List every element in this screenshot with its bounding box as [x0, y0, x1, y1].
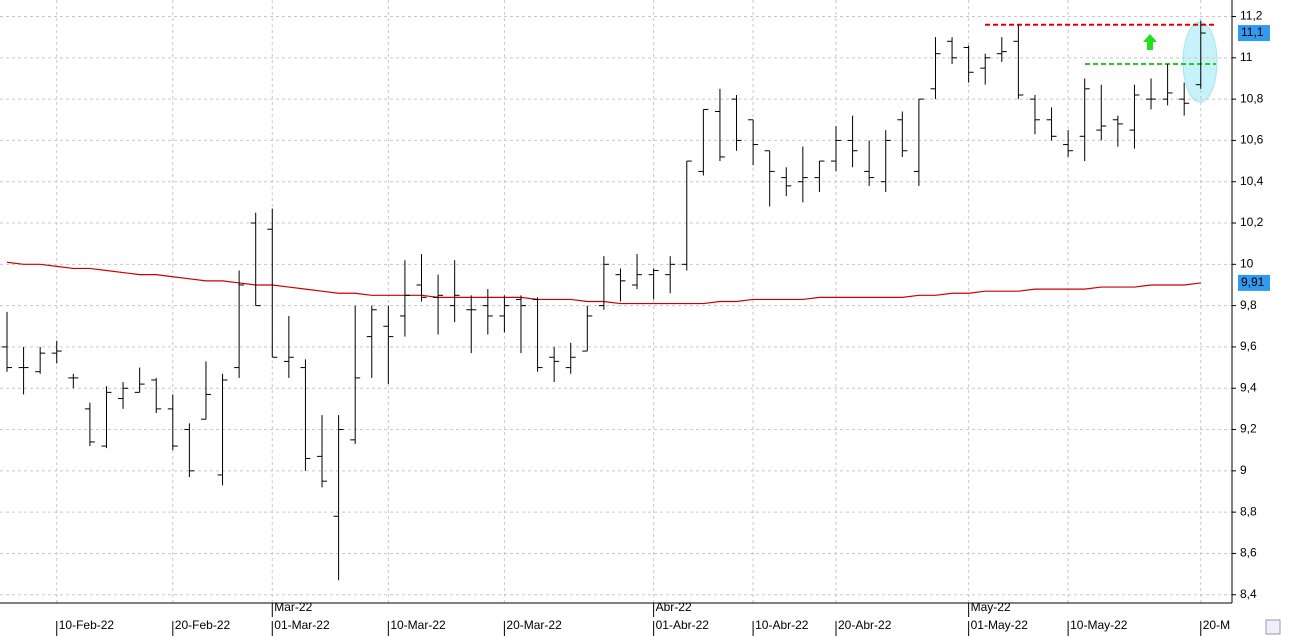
price-tag-label: 11,1 [1241, 25, 1264, 39]
x-tick-label: 10-Abr-22 [755, 618, 809, 632]
x-tick-label: 10-May-22 [1070, 618, 1128, 632]
month-label: May-22 [971, 600, 1011, 614]
y-tick-label: 8,8 [1240, 504, 1257, 518]
x-tick-label: 10-Mar-22 [390, 618, 446, 632]
y-tick-label: 8,6 [1240, 546, 1257, 560]
y-tick-label: 9,4 [1240, 380, 1257, 394]
x-tick-label: 01-May-22 [971, 618, 1029, 632]
x-tick-label: 20-M [1203, 618, 1230, 632]
y-tick-label: 9,6 [1240, 339, 1257, 353]
x-tick-label: 20-Mar-22 [506, 618, 562, 632]
month-label: Mar-22 [274, 600, 312, 614]
x-tick-label: 01-Abr-22 [656, 618, 710, 632]
y-tick-label: 10,8 [1240, 91, 1264, 105]
y-tick-label: 10,6 [1240, 133, 1264, 147]
month-label: Abr-22 [656, 600, 692, 614]
highlight-ellipse [1182, 21, 1218, 103]
price-tag [1238, 25, 1270, 42]
x-tick-label: 20-Abr-22 [838, 618, 892, 632]
y-tick-label: 9,2 [1240, 422, 1257, 436]
y-tick-label: 10 [1240, 257, 1254, 271]
x-tick-label: 10-Feb-22 [59, 618, 115, 632]
y-tick-label: 11,2 [1240, 9, 1263, 23]
corner-icon [1265, 619, 1281, 635]
y-tick-label: 10,2 [1240, 215, 1264, 229]
x-tick-label: 20-Feb-22 [175, 618, 231, 632]
price-tag [1238, 274, 1270, 291]
y-tick-label: 8,4 [1240, 587, 1257, 601]
x-tick-label: 01-Mar-22 [274, 618, 330, 632]
price-tag-label: 9,91 [1241, 275, 1265, 289]
y-tick-label: 11 [1240, 50, 1253, 64]
y-tick-label: 10,4 [1240, 174, 1264, 188]
y-tick-label: 9,8 [1240, 298, 1257, 312]
y-tick-label: 9 [1240, 463, 1247, 477]
up-arrow [1143, 34, 1157, 50]
